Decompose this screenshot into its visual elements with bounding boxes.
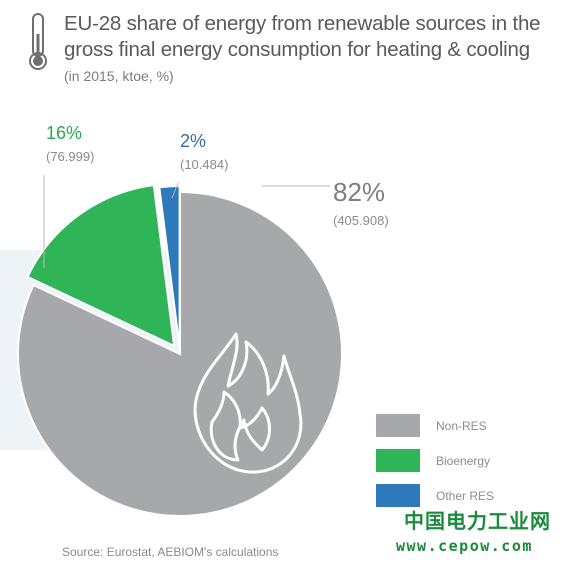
chart-title: EU-28 share of energy from renewable sou… xyxy=(64,12,541,61)
legend-swatch-non-res xyxy=(376,414,420,437)
thermometer-icon xyxy=(29,13,47,70)
chart-subtitle: (in 2015, ktoe, %) xyxy=(64,68,174,84)
flame-icon xyxy=(193,332,303,474)
data-label-value-non-res: (405.908) xyxy=(333,213,389,228)
data-label-value-bioenergy: (76.999) xyxy=(46,149,94,164)
legend-swatch-bioenergy xyxy=(376,449,420,472)
data-label-percent-bioenergy: 16% xyxy=(46,123,82,143)
legend-label-other-res: Other RES xyxy=(436,488,495,503)
watermark-title: 中国电力工业网 xyxy=(404,509,551,533)
legend: Non-RES Bioenergy Other RES xyxy=(376,408,494,513)
pie-slice-bioenergy xyxy=(26,184,176,348)
legend-label-non-res: Non-RES xyxy=(436,418,487,433)
legend-label-bioenergy: Bioenergy xyxy=(436,453,491,468)
legend-swatch-other-res xyxy=(376,484,420,507)
data-label-percent-non-res: 82% xyxy=(333,177,385,207)
pie-slice-non-res xyxy=(17,190,343,517)
watermark-url: www.cepow.com xyxy=(396,537,533,555)
legend-item-bioenergy: Bioenergy xyxy=(376,443,494,478)
source-note: Source: Eurostat, AEBIOM's calculations xyxy=(62,545,279,559)
data-label-percent-other-res: 2% xyxy=(180,131,206,151)
leader-line-other-res xyxy=(171,182,179,199)
legend-item-other-res: Other RES xyxy=(376,478,494,513)
data-label-value-other-res: (10.484) xyxy=(180,157,228,172)
pie-slice-other-res xyxy=(158,185,181,349)
legend-item-non-res: Non-RES xyxy=(376,408,494,443)
